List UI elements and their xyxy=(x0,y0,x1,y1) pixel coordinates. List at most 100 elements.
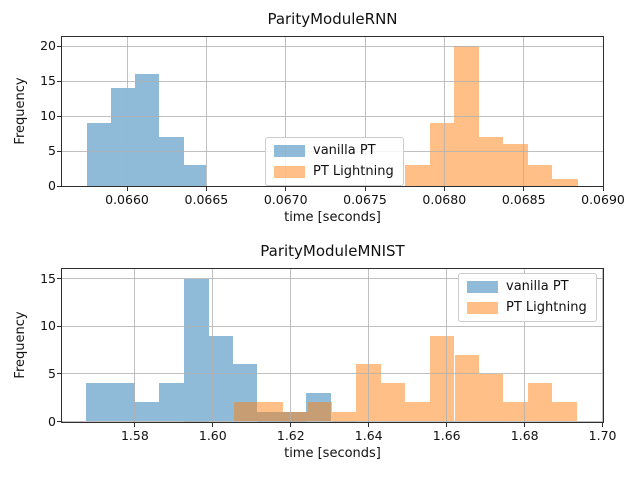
hist-bar-pt-lightning xyxy=(430,123,454,186)
hist-bar-pt-lightning xyxy=(405,402,430,422)
y-gridline xyxy=(62,325,603,327)
legend-swatch-vanilla-pt xyxy=(467,281,498,293)
hist-bar-pt-lightning xyxy=(307,402,333,422)
x-tickmark xyxy=(443,187,445,191)
x-tick-label: 1.64 xyxy=(354,428,383,443)
x-tickmark xyxy=(602,187,604,191)
hist-bar-vanilla-pt xyxy=(86,383,111,422)
hist-bar-pt-lightning xyxy=(479,373,504,422)
y-tick-label: 15 xyxy=(40,73,56,89)
legend-entry-pt-lightning: PT Lightning xyxy=(467,300,587,316)
legend-entry-pt-lightning: PT Lightning xyxy=(274,164,394,180)
y-tickmark xyxy=(57,421,61,422)
x-gridline xyxy=(524,268,526,422)
y-tick-label: 0 xyxy=(48,178,56,193)
x-tickmark xyxy=(134,422,136,427)
y-gridline xyxy=(62,373,603,375)
y-gridline xyxy=(62,80,603,82)
y-tickmark xyxy=(57,185,61,187)
hist-bar-pt-lightning xyxy=(552,402,577,422)
hist-bar-pt-lightning xyxy=(283,412,308,422)
legend-label-pt-lightning: PT Lightning xyxy=(506,300,587,315)
hist-bar-pt-lightning xyxy=(454,354,480,422)
x-tickmark xyxy=(126,187,128,191)
x-tick-label: 1.58 xyxy=(120,428,149,443)
y-tick-label: 15 xyxy=(40,270,56,286)
hist-bar-vanilla-pt xyxy=(111,88,135,186)
x-gridline xyxy=(364,37,366,186)
x-gridline xyxy=(134,268,136,422)
hist-bar-pt-lightning xyxy=(233,402,259,422)
x-tick-label: 1.60 xyxy=(198,428,227,443)
x-tick-label: 0.0690 xyxy=(581,192,625,207)
legend-label-vanilla-pt: vanilla PT xyxy=(506,279,569,294)
x-tickmark xyxy=(524,422,526,427)
x-tickmark xyxy=(368,422,370,427)
hist-bar-pt-lightning xyxy=(479,137,504,186)
x-gridline xyxy=(523,37,525,186)
y-tick-label: 20 xyxy=(40,38,56,54)
x-gridline xyxy=(212,268,214,422)
legend-entry-vanilla-pt: vanilla PT xyxy=(274,143,394,159)
x-tick-label: 0.0660 xyxy=(105,192,149,207)
hist-bar-pt-lightning xyxy=(552,179,578,186)
x-gridline xyxy=(285,37,287,186)
x-tick-label: 1.62 xyxy=(276,428,305,443)
x-gridline xyxy=(602,268,604,422)
y-gridline xyxy=(62,278,603,279)
x-axis-label-time-seconds-top: time [seconds] xyxy=(284,210,381,225)
hist-bar-pt-lightning xyxy=(503,402,528,422)
y-tick-label: 10 xyxy=(40,108,56,123)
y-tick-label: 5 xyxy=(48,143,56,158)
legend-label-pt-lightning: PT Lightning xyxy=(313,164,394,179)
x-tick-label: 0.0665 xyxy=(184,192,229,207)
hist-bar-vanilla-pt xyxy=(184,278,209,422)
x-tick-label: 1.68 xyxy=(510,428,539,443)
x-gridline xyxy=(368,268,370,422)
x-gridline xyxy=(126,37,128,186)
legend-swatch-pt-lightning xyxy=(274,166,305,178)
hist-bar-vanilla-pt xyxy=(135,74,159,186)
hist-bar-pt-lightning xyxy=(258,402,283,422)
x-tickmark xyxy=(364,187,366,191)
x-tick-label: 0.0670 xyxy=(263,192,308,207)
x-tick-label: 1.66 xyxy=(432,428,461,443)
y-tick-label: 0 xyxy=(48,413,56,429)
hist-bar-pt-lightning xyxy=(332,412,357,422)
hist-bar-vanilla-pt xyxy=(134,402,160,422)
x-tick-label: 0.0675 xyxy=(343,192,387,207)
y-tickmark xyxy=(57,325,61,327)
x-gridline xyxy=(446,268,448,422)
hist-bar-pt-lightning xyxy=(528,165,553,186)
y-gridline xyxy=(62,45,603,47)
y-tick-label: 10 xyxy=(40,318,56,334)
x-gridline xyxy=(205,37,207,186)
legend-entry-vanilla-pt: vanilla PT xyxy=(467,279,587,295)
x-tickmark xyxy=(523,187,525,191)
legend-swatch-pt-lightning xyxy=(467,302,498,314)
axes-frame xyxy=(61,267,604,423)
y-tickmark xyxy=(57,278,61,279)
x-tickmark xyxy=(205,187,207,191)
x-axis-label-time-seconds-bottom: time [seconds] xyxy=(284,446,381,461)
legend-swatch-vanilla-pt xyxy=(274,145,305,157)
x-tickmark xyxy=(285,187,287,191)
axes-frame xyxy=(61,36,604,187)
y-tickmark xyxy=(57,373,61,375)
y-tickmark xyxy=(57,150,61,152)
y-tickmark xyxy=(57,45,61,47)
x-tickmark xyxy=(446,422,448,427)
x-tick-label: 0.0685 xyxy=(501,192,546,207)
hist-bar-vanilla-pt xyxy=(158,137,185,186)
y-tickmark xyxy=(57,115,61,117)
chart-title-parity-module-rnn: ParityModuleRNN xyxy=(267,10,398,28)
hist-bar-pt-lightning xyxy=(404,165,431,186)
x-tickmark xyxy=(290,422,292,427)
hist-bar-pt-lightning xyxy=(380,383,406,422)
y-tickmark xyxy=(57,80,61,82)
hist-bar-pt-lightning xyxy=(527,383,553,422)
legend-label-vanilla-pt: vanilla PT xyxy=(313,143,376,158)
hist-bar-vanilla-pt xyxy=(110,383,135,422)
x-tick-label: 1.70 xyxy=(588,428,617,443)
